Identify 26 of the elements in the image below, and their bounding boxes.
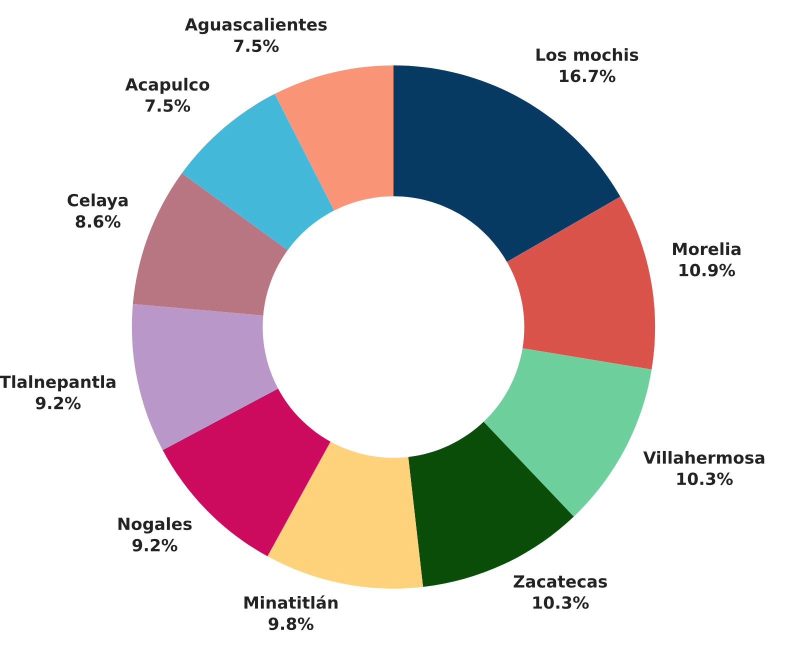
donut-slice [394, 65, 620, 262]
slice-label: Villahermosa [643, 451, 764, 464]
data-label: 10.3% [677, 472, 733, 486]
data-label: 9.2% [132, 538, 178, 552]
data-label: 10.9% [680, 264, 736, 276]
slice-label: Aguascalientes [184, 18, 327, 34]
slice-label: Acapulco [125, 78, 210, 94]
slice-label: Minatitlán [244, 595, 338, 609]
donut-slice [274, 65, 394, 210]
data-label: 16.7% [560, 70, 616, 82]
data-label: 9.8% [268, 617, 314, 630]
data-label: 10.3% [533, 596, 589, 609]
data-label: 8.6% [76, 215, 120, 228]
donut-slice [506, 196, 656, 370]
donut-slice [132, 304, 278, 450]
slice-label: Morelia [673, 242, 740, 256]
data-label: 9.2% [36, 396, 81, 410]
slice-label: Nogales [118, 517, 192, 534]
donut-slice [132, 173, 288, 316]
slice-label: Zacatecas [514, 575, 607, 588]
slice-label: Los mochis [536, 48, 638, 62]
donut-slice [267, 442, 424, 589]
data-label: 7.5% [234, 39, 279, 52]
slice-label: Tlalnepantla [0, 375, 116, 392]
data-label: 7.5% [146, 99, 190, 112]
slice-label: Celaya [68, 194, 128, 210]
